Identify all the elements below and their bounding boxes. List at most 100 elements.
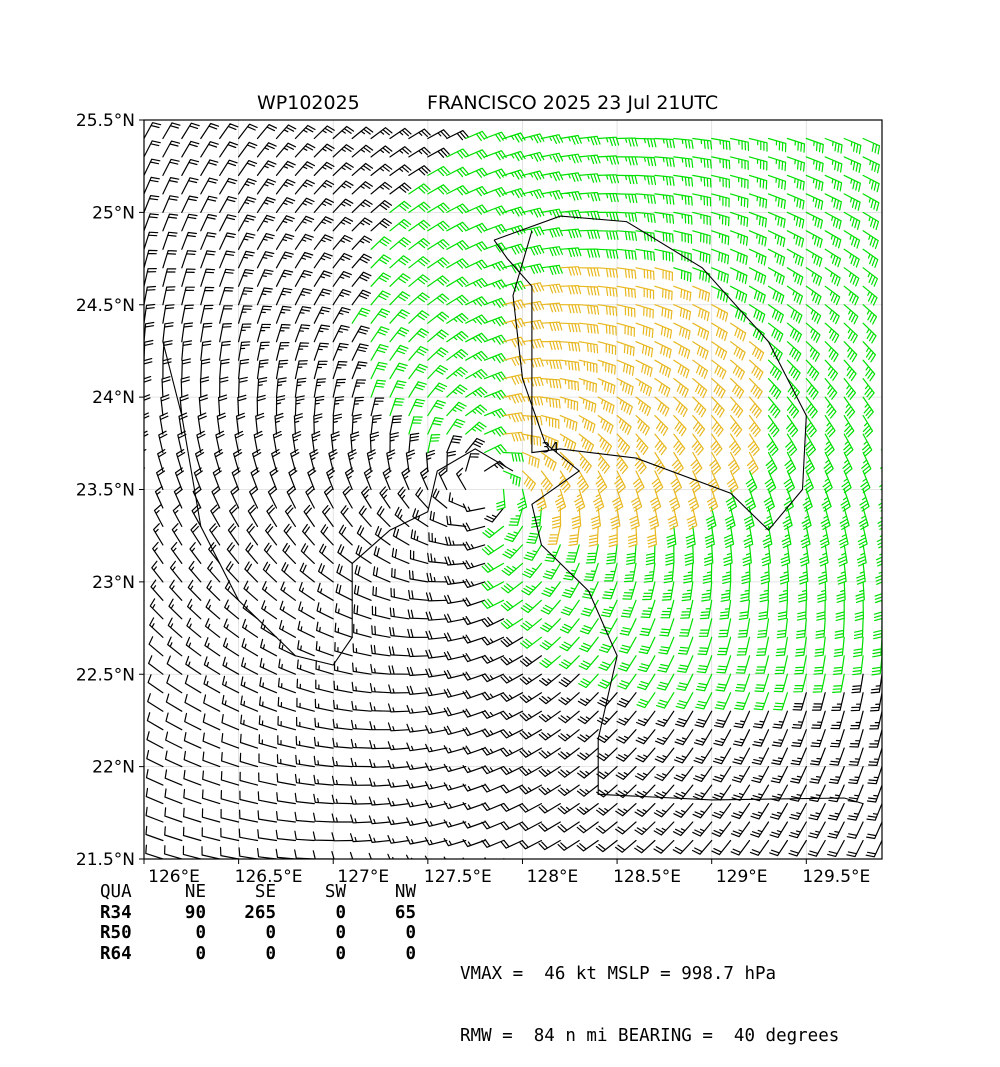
wind-barb (814, 636, 826, 657)
wind-barb (817, 581, 827, 603)
wind-barb (387, 760, 410, 769)
wind-barb (200, 195, 218, 213)
wind-barb (407, 647, 429, 658)
wind-barb (238, 305, 253, 324)
wind-barb (368, 796, 391, 806)
wind-barb (673, 248, 692, 263)
wind-barb (370, 127, 393, 140)
wind-barb (337, 544, 353, 564)
wind-barb (521, 396, 544, 406)
wind-barb (635, 248, 655, 262)
wind-barb (220, 827, 240, 842)
wind-barb (336, 563, 353, 583)
wind-barb (427, 275, 450, 287)
wind-barb (502, 188, 526, 199)
wind-barb (332, 718, 353, 731)
wind-barb (275, 251, 294, 269)
wind-barb (238, 323, 252, 343)
wind-barb (829, 747, 845, 766)
wind-barb (184, 693, 202, 712)
wind-barb (427, 417, 444, 435)
wind-barb (484, 426, 507, 437)
wind-barb (294, 792, 315, 805)
wind-barb (559, 209, 582, 220)
wind-barb (819, 525, 830, 549)
wind-barb (680, 599, 694, 619)
wind-barb (331, 851, 353, 859)
wind-barb (465, 241, 488, 252)
wind-barb (673, 137, 694, 149)
wind-barb (502, 544, 524, 559)
wind-barb (295, 735, 315, 749)
wind-barb (332, 289, 352, 306)
wind-barb (227, 523, 240, 546)
wind-barb (219, 286, 234, 306)
wind-barb (388, 684, 410, 694)
wind-barb (265, 523, 278, 546)
wind-barb (597, 304, 618, 317)
wind-barb (748, 341, 765, 361)
wind-barb (694, 729, 713, 746)
wind-barb (387, 722, 410, 732)
wind-barb (557, 766, 580, 778)
wind-barb (351, 396, 365, 417)
wind-barb (559, 153, 582, 164)
wind-barb (868, 729, 882, 748)
wind-barb (257, 848, 278, 859)
wind-barb (462, 634, 486, 644)
wind-barb (502, 431, 525, 442)
wind-barb (363, 467, 373, 491)
wind-barb (803, 470, 814, 494)
wind-barb (465, 167, 488, 178)
wind-barb (521, 133, 545, 144)
wind-barb (521, 282, 545, 293)
wind-barb (715, 673, 732, 692)
wind-barb (757, 618, 770, 639)
wind-barb (500, 802, 524, 812)
wind-barb (837, 544, 848, 567)
wind-barb (616, 341, 635, 357)
wind-barb (824, 193, 842, 211)
wind-barb (642, 581, 656, 601)
wind-barb (692, 174, 712, 188)
wind-barb (370, 272, 392, 287)
wind-barb (538, 710, 561, 723)
wind-barb (369, 740, 391, 750)
wind-barb (408, 146, 431, 158)
wind-barb (211, 485, 221, 509)
summary-line-rmw: RMW = 84 n mi BEARING = 40 degrees (460, 1025, 840, 1046)
wind-barb (709, 451, 722, 475)
wind-barb (334, 642, 353, 657)
wind-barb (666, 525, 677, 548)
wind-barb (538, 821, 561, 832)
wind-barb (677, 636, 694, 655)
wind-barb (786, 304, 803, 324)
wind-barb (805, 193, 824, 210)
wind-barb (144, 122, 162, 140)
wind-barb (862, 137, 881, 155)
wind-barb (351, 700, 372, 712)
wind-barb (597, 433, 613, 455)
wind-barb (427, 239, 450, 250)
wind-barb (640, 599, 656, 619)
wind-barb (183, 750, 202, 768)
wind-barb (811, 710, 826, 729)
wind-barb (153, 504, 164, 527)
wind-barb (462, 615, 486, 626)
wind-barb (805, 304, 822, 324)
wind-barb (275, 233, 295, 250)
wind-barb (406, 798, 429, 808)
wind-barb (164, 845, 183, 859)
wind-barb (805, 322, 821, 343)
wind-barb (615, 766, 637, 780)
wind-barb (484, 507, 505, 523)
wind-barb (353, 604, 372, 620)
wind-barb (763, 507, 774, 530)
wind-barb (333, 699, 353, 712)
wind-barb (748, 230, 767, 247)
wind-barb (799, 544, 810, 567)
wind-barb (597, 692, 618, 707)
wind-barb (634, 803, 656, 817)
wind-barb (199, 376, 210, 398)
wind-barb (598, 655, 618, 671)
